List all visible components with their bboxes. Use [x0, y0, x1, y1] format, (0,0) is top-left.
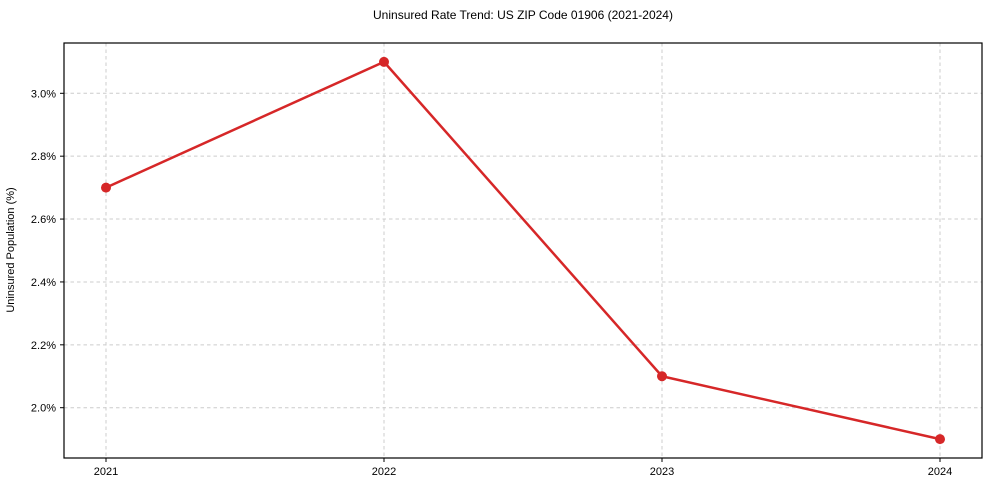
data-point — [935, 434, 945, 445]
trend-line — [104, 60, 942, 441]
y-tick-label: 2.8% — [31, 151, 56, 163]
chart-title: Uninsured Rate Trend: US ZIP Code 01906 … — [373, 8, 673, 22]
plot-border — [63, 42, 983, 459]
x-tick-label: 2022 — [372, 466, 396, 478]
x-tick-label: 2023 — [650, 466, 674, 478]
x-tick-label: 2021 — [94, 466, 118, 478]
y-axis-title: Uninsured Population (%) — [5, 187, 17, 312]
y-tick-label: 2.4% — [31, 277, 56, 289]
data-point — [101, 182, 111, 193]
x-tick-label: 2024 — [928, 466, 952, 478]
y-tick-label: 2.0% — [31, 403, 56, 415]
y-tick-label: 2.2% — [31, 340, 56, 352]
y-tick-label: 3.0% — [31, 88, 56, 100]
data-point — [379, 56, 389, 67]
y-tick-label: 2.6% — [31, 214, 56, 226]
data-point — [657, 371, 667, 382]
